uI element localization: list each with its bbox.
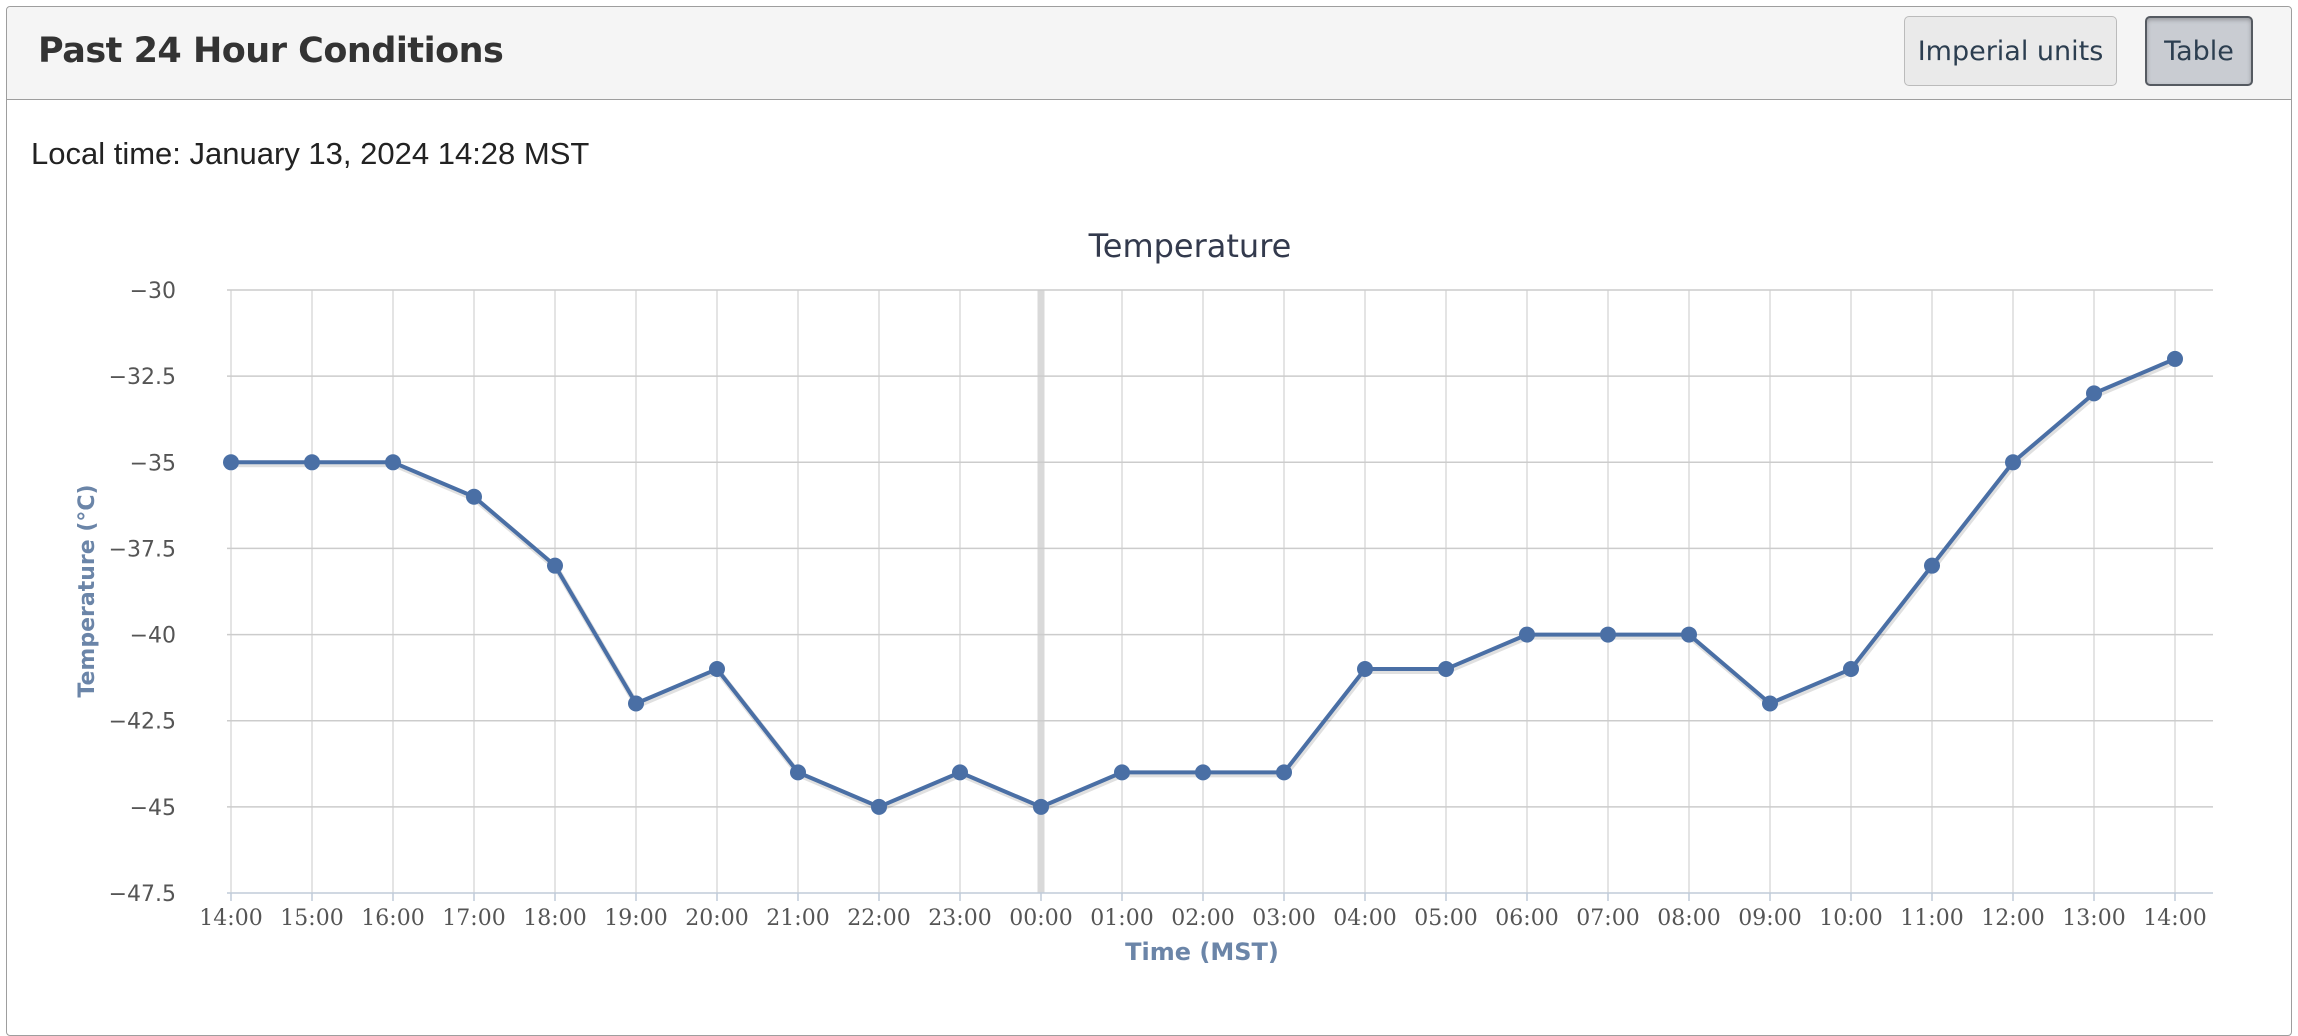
y-tick-label: −40 xyxy=(130,624,176,649)
temperature-point xyxy=(1762,695,1778,712)
x-tick-label: 18:00 xyxy=(523,906,586,931)
x-tick-label: 10:00 xyxy=(1819,906,1882,931)
x-tick-label: 13:00 xyxy=(2062,906,2125,931)
temperature-point xyxy=(871,798,887,815)
temperature-point xyxy=(1357,661,1373,678)
temperature-point xyxy=(385,454,401,471)
x-tick-label: 23:00 xyxy=(928,906,991,931)
temperature-point xyxy=(1843,661,1859,678)
x-tick-label: 06:00 xyxy=(1495,906,1558,931)
conditions-panel: Past 24 Hour Conditions Imperial units T… xyxy=(6,6,2292,1036)
x-tick-label: 11:00 xyxy=(1900,906,1963,931)
temperature-point xyxy=(1438,661,1454,678)
x-tick-label: 08:00 xyxy=(1657,906,1720,931)
table-toggle-button[interactable]: Table xyxy=(2145,16,2253,86)
temperature-point xyxy=(1114,764,1130,781)
panel-title: Past 24 Hour Conditions xyxy=(38,31,504,71)
temperature-point xyxy=(1681,626,1697,643)
x-tick-label: 12:00 xyxy=(1981,906,2044,931)
temperature-point xyxy=(466,488,482,505)
temperature-point xyxy=(952,764,968,781)
y-tick-label: −32.5 xyxy=(109,365,176,390)
y-tick-label: −30 xyxy=(130,279,176,304)
x-tick-label: 09:00 xyxy=(1738,906,1801,931)
x-tick-label: 07:00 xyxy=(1576,906,1639,931)
x-tick-label: 04:00 xyxy=(1333,906,1396,931)
temperature-point xyxy=(304,454,320,471)
y-tick-label: −42.5 xyxy=(109,710,176,735)
temperature-point xyxy=(1519,626,1535,643)
temperature-point xyxy=(1924,557,1940,574)
local-time-value: January 13, 2024 14:28 MST xyxy=(189,136,590,171)
temperature-point xyxy=(547,557,563,574)
x-tick-label: 17:00 xyxy=(442,906,505,931)
temperature-point xyxy=(709,661,725,678)
temperature-point xyxy=(1195,764,1211,781)
temperature-point xyxy=(2167,350,2183,367)
temperature-point xyxy=(223,454,239,471)
imperial-units-button[interactable]: Imperial units xyxy=(1904,16,2117,86)
x-tick-label: 14:00 xyxy=(2143,906,2206,931)
y-tick-label: −45 xyxy=(130,796,176,821)
series-shadow xyxy=(232,358,2178,813)
x-tick-label: 03:00 xyxy=(1252,906,1315,931)
y-tick-label: −37.5 xyxy=(109,537,176,562)
x-tick-label: 19:00 xyxy=(604,906,667,931)
temperature-point xyxy=(1276,764,1292,781)
x-tick-label: 05:00 xyxy=(1414,906,1477,931)
temperature-point xyxy=(1600,626,1616,643)
x-tick-label: 21:00 xyxy=(766,906,829,931)
x-tick-label: 15:00 xyxy=(280,906,343,931)
y-tick-label: −47.5 xyxy=(109,882,176,907)
local-time-label: Local time: xyxy=(31,136,181,171)
x-axis-title: Time (MST) xyxy=(1125,938,1279,966)
x-tick-label: 22:00 xyxy=(847,906,910,931)
x-tick-label: 02:00 xyxy=(1171,906,1234,931)
temperature-point xyxy=(2005,454,2021,471)
y-tick-label: −35 xyxy=(130,451,176,476)
local-time: Local time: January 13, 2024 14:28 MST xyxy=(31,136,589,172)
temperature-point xyxy=(2086,385,2102,402)
temperature-point xyxy=(1033,798,1049,815)
chart-title: Temperature xyxy=(1088,227,1292,265)
panel-header: Past 24 Hour Conditions Imperial units T… xyxy=(7,7,2291,100)
x-tick-label: 14:00 xyxy=(199,906,262,931)
x-tick-label: 01:00 xyxy=(1090,906,1153,931)
x-tick-label: 20:00 xyxy=(685,906,748,931)
temperature-point xyxy=(790,764,806,781)
x-tick-label: 16:00 xyxy=(361,906,424,931)
temperature-point xyxy=(628,695,644,712)
y-axis-title: Temperature (°C) xyxy=(75,484,100,697)
x-tick-label: 00:00 xyxy=(1009,906,1072,931)
